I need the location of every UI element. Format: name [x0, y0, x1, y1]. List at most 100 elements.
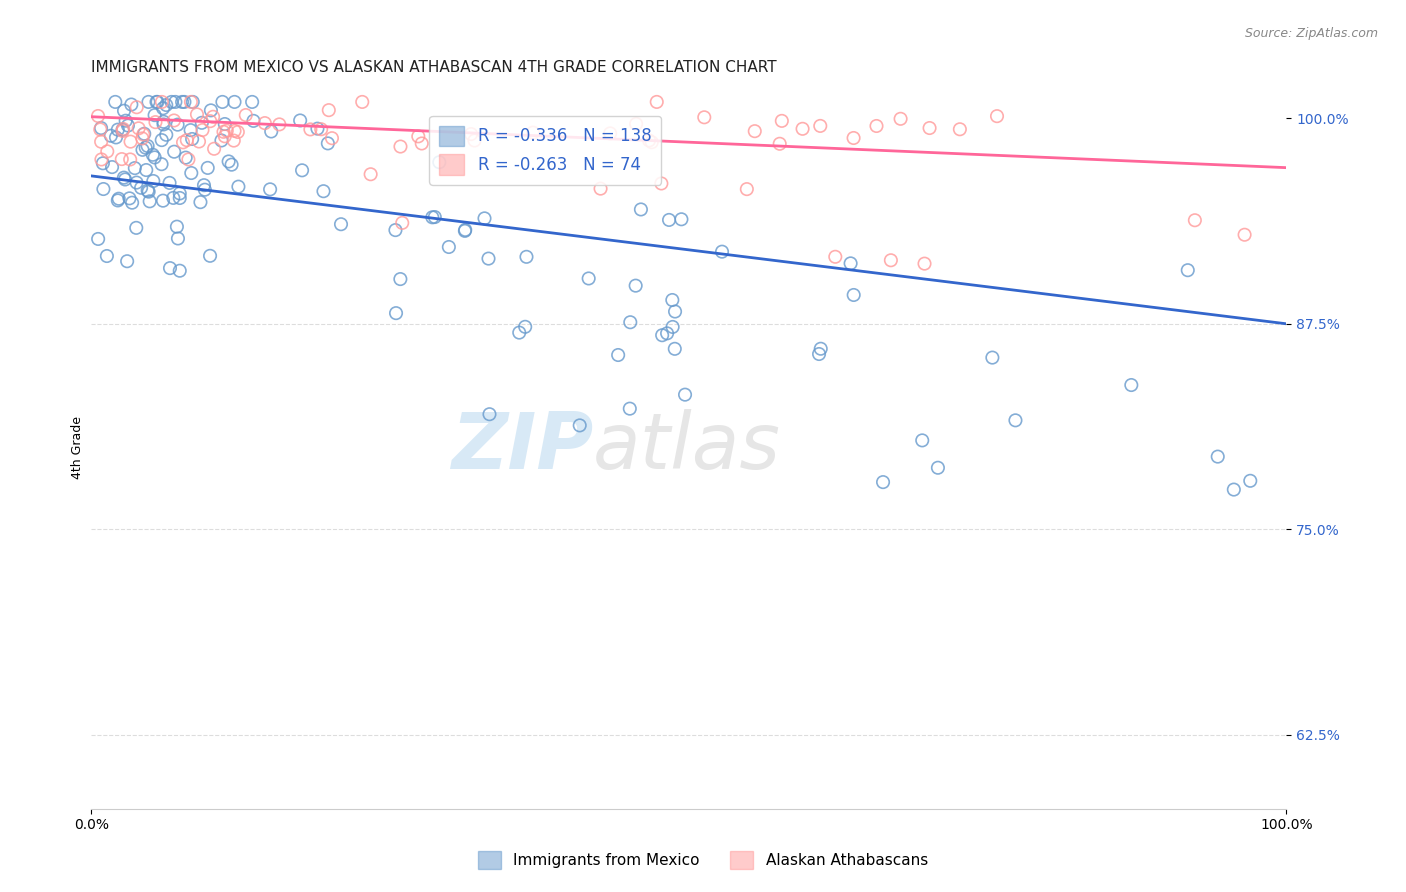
Point	[215, 124, 238, 138]
Point	[1177, 263, 1199, 277]
Point	[125, 100, 148, 114]
Point	[240, 95, 263, 109]
Point	[191, 123, 214, 137]
Point	[673, 387, 696, 401]
Point	[981, 351, 1004, 365]
Point	[228, 179, 250, 194]
Point	[111, 122, 134, 136]
Point	[129, 181, 152, 195]
Point	[163, 113, 186, 128]
Point	[107, 122, 129, 136]
Point	[160, 95, 183, 109]
Point	[173, 95, 195, 109]
Point	[423, 210, 446, 224]
Point	[655, 326, 678, 341]
Point	[651, 328, 673, 343]
Point	[661, 293, 683, 307]
Point	[176, 133, 198, 147]
Point	[890, 112, 912, 126]
Point	[260, 124, 283, 138]
Point	[744, 124, 766, 138]
Point	[508, 326, 530, 340]
Point	[735, 182, 758, 196]
Point	[96, 145, 118, 159]
Point	[143, 108, 166, 122]
Point	[671, 212, 693, 227]
Point	[641, 135, 664, 149]
Point	[214, 129, 236, 144]
Point	[638, 133, 661, 147]
Point	[172, 95, 194, 109]
Point	[661, 320, 683, 334]
Point	[166, 118, 188, 132]
Point	[624, 117, 647, 131]
Point	[1004, 413, 1026, 427]
Point	[911, 434, 934, 448]
Point	[112, 122, 135, 136]
Point	[607, 348, 630, 362]
Point	[90, 135, 112, 149]
Point	[808, 119, 831, 133]
Point	[197, 161, 219, 175]
Point	[515, 250, 537, 264]
Point	[104, 130, 127, 145]
Point	[112, 103, 135, 118]
Point	[194, 183, 217, 197]
Point	[880, 253, 903, 268]
Point	[91, 156, 114, 170]
Point	[299, 122, 322, 136]
Point	[112, 170, 135, 185]
Point	[191, 116, 214, 130]
Point	[226, 125, 249, 139]
Point	[131, 131, 153, 145]
Point	[145, 95, 167, 109]
Legend: Immigrants from Mexico, Alaskan Athabascans: Immigrants from Mexico, Alaskan Athabasc…	[472, 845, 934, 875]
Point	[200, 103, 222, 118]
Point	[132, 128, 155, 142]
Point	[291, 163, 314, 178]
Point	[111, 124, 134, 138]
Point	[169, 264, 191, 278]
Point	[163, 145, 186, 159]
Point	[658, 213, 681, 227]
Point	[391, 216, 413, 230]
Point	[120, 135, 142, 149]
Point	[180, 166, 202, 180]
Point	[167, 231, 190, 245]
Text: IMMIGRANTS FROM MEXICO VS ALASKAN ATHABASCAN 4TH GRADE CORRELATION CHART: IMMIGRANTS FROM MEXICO VS ALASKAN ATHABA…	[91, 60, 776, 75]
Point	[125, 220, 148, 235]
Point	[218, 154, 240, 169]
Point	[190, 195, 212, 210]
Point	[420, 211, 443, 225]
Point	[93, 182, 115, 196]
Point	[193, 178, 215, 193]
Point	[200, 114, 222, 128]
Point	[408, 129, 430, 144]
Text: Source: ZipAtlas.com: Source: ZipAtlas.com	[1244, 27, 1378, 40]
Point	[645, 95, 668, 109]
Point	[1121, 378, 1143, 392]
Point	[145, 115, 167, 129]
Point	[188, 135, 211, 149]
Point	[128, 121, 150, 136]
Point	[180, 95, 202, 109]
Point	[770, 114, 793, 128]
Point	[222, 134, 245, 148]
Point	[152, 194, 174, 208]
Point	[664, 304, 686, 318]
Point	[693, 110, 716, 124]
Point	[136, 139, 159, 153]
Point	[321, 131, 343, 145]
Point	[212, 125, 235, 139]
Point	[664, 342, 686, 356]
Point	[114, 172, 136, 186]
Point	[90, 153, 112, 167]
Point	[242, 114, 264, 128]
Point	[316, 136, 339, 151]
Point	[121, 195, 143, 210]
Point	[269, 117, 291, 131]
Point	[107, 192, 129, 206]
Point	[842, 131, 865, 145]
Point	[186, 107, 208, 121]
Point	[174, 151, 197, 165]
